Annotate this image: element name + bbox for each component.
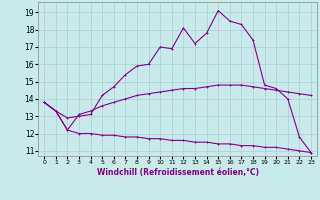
X-axis label: Windchill (Refroidissement éolien,°C): Windchill (Refroidissement éolien,°C) xyxy=(97,168,259,177)
